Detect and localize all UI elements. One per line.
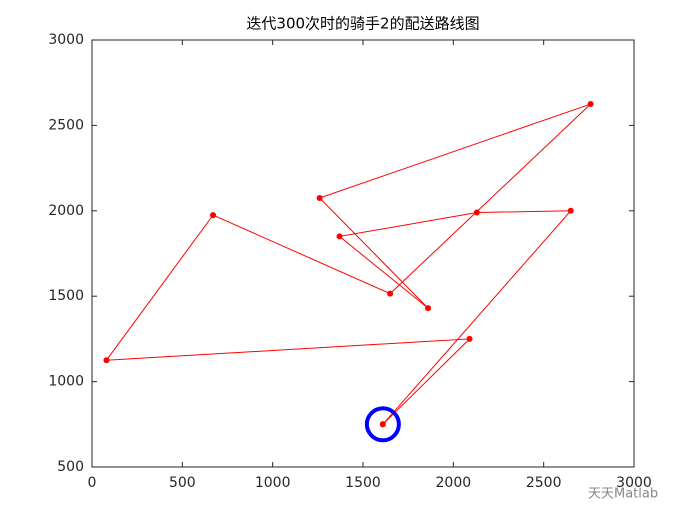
y-tick-label: 2500 <box>48 117 84 133</box>
route-point <box>567 207 574 214</box>
route-point <box>316 194 323 201</box>
chart-title: 迭代300次时的骑手2的配送路线图 <box>246 15 479 33</box>
depot-marker <box>364 406 401 443</box>
x-tick-label: 1000 <box>255 475 291 491</box>
y-tick-label: 1000 <box>48 374 84 390</box>
x-tick-label: 0 <box>88 475 97 491</box>
route-point <box>210 212 217 219</box>
y-tick-label: 3000 <box>48 32 84 48</box>
y-tick-label: 1500 <box>48 288 84 304</box>
route-point <box>379 421 386 428</box>
route-point <box>466 335 473 342</box>
route-point <box>425 305 432 312</box>
watermark: 天天Matlab <box>588 487 658 502</box>
x-tick-label: 2500 <box>526 475 562 491</box>
y-tick-label: 2000 <box>48 203 84 219</box>
route-point <box>103 357 110 364</box>
route-point <box>336 233 343 240</box>
route-point <box>473 209 480 216</box>
x-tick-label: 3000 <box>616 475 652 491</box>
x-tick-label: 2000 <box>436 475 472 491</box>
route-line <box>105 103 591 425</box>
axes-box <box>91 39 635 468</box>
x-tick-label: 1500 <box>345 475 381 491</box>
route-point <box>387 290 394 297</box>
route-point <box>587 101 594 108</box>
x-tick-label: 500 <box>169 475 196 491</box>
y-tick-label: 500 <box>57 459 84 475</box>
